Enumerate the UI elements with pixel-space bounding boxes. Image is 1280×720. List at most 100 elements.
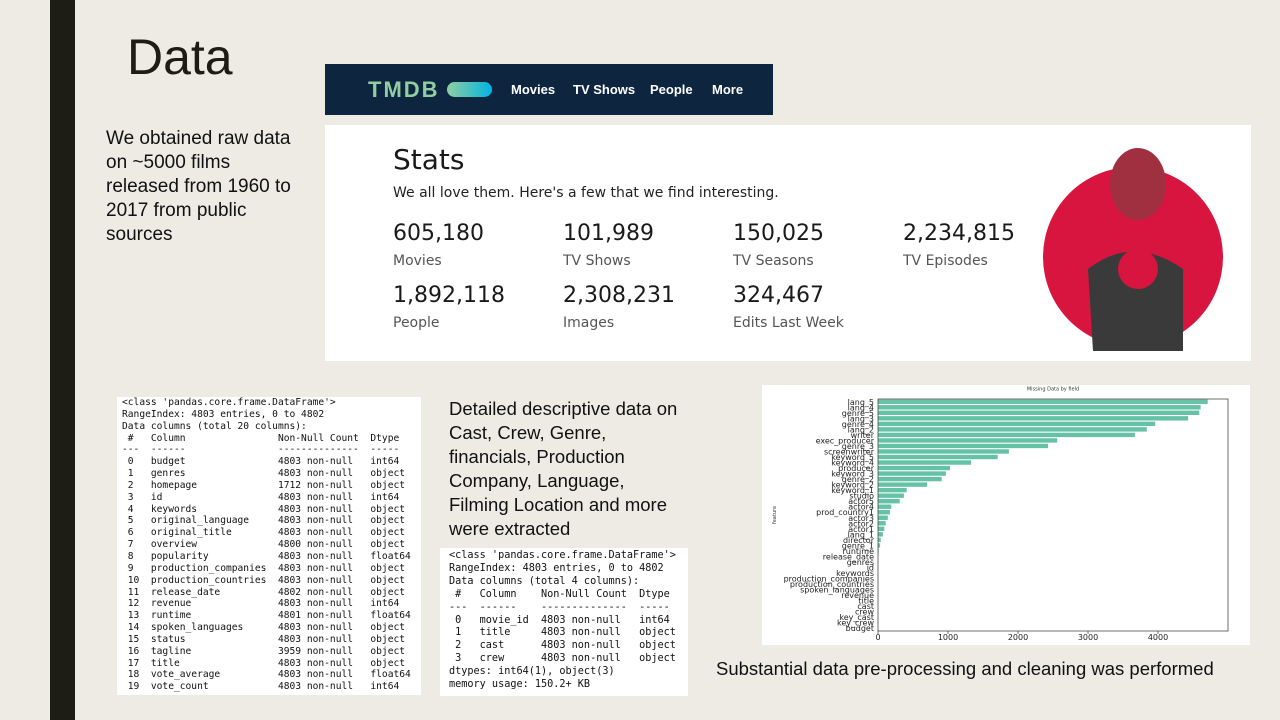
stats-title: Stats — [393, 143, 465, 176]
code-line: 5 original_language 4803 non-null object — [122, 515, 406, 527]
x-tick-label: 0 — [875, 633, 880, 642]
y-tick-label: key_cast — [839, 613, 874, 622]
bar — [878, 537, 881, 543]
code-line: # Column Non-Null Count Dtype — [449, 588, 670, 600]
nav-item[interactable]: Movies — [511, 82, 556, 97]
code-line: # Column Non-Null Count Dtype — [122, 432, 400, 444]
stat-label: TV Episodes — [903, 253, 988, 269]
bar — [878, 454, 998, 460]
y-tick-label: keyword_4 — [831, 459, 874, 468]
y-tick-label: lang_5 — [848, 398, 874, 407]
y-tick-label: crew — [855, 608, 874, 617]
y-tick-label: genre_1 — [842, 541, 874, 550]
code-line: RangeIndex: 4803 entries, 0 to 4802 — [122, 408, 325, 420]
stat-label: Images — [563, 315, 615, 331]
y-tick-label: director — [843, 536, 875, 545]
code-line: 12 revenue 4803 non-null int64 — [122, 598, 400, 610]
portrait — [1043, 148, 1223, 351]
code-line: RangeIndex: 4803 entries, 0 to 4802 — [449, 562, 664, 574]
code-line: --- ------ -------------- ----- — [449, 601, 670, 613]
y-axis-label: feature — [772, 506, 778, 524]
y-tick-label: title — [858, 597, 874, 606]
stats-subtitle: We all love them. Here's a few that we f… — [393, 185, 779, 201]
description-text: Detailed descriptive data on Cast, Crew,… — [449, 398, 678, 539]
code-line: 13 runtime 4801 non-null float64 — [122, 610, 411, 622]
y-tick-label: lang_3 — [848, 414, 874, 423]
nav-item[interactable]: People — [650, 82, 693, 97]
portrait-head — [1110, 148, 1166, 220]
tmdb-navbar: TMDB Movies TV Shows People More — [325, 64, 773, 115]
code-line: <class 'pandas.core.frame.DataFrame'> — [449, 550, 676, 561]
dataframe-info: <class 'pandas.core.frame.DataFrame'> Ran… — [117, 397, 421, 695]
sidebar-bar — [50, 0, 75, 720]
code-line: Data columns (total 4 columns): — [449, 575, 640, 587]
bar — [878, 504, 892, 509]
code-line: 4 keywords 4803 non-null object — [122, 503, 406, 515]
stat-value: 324,467 — [733, 283, 824, 308]
caption: Substantial data pre-processing and clea… — [716, 658, 1214, 679]
code-line: 6 original_title 4803 non-null object — [122, 527, 406, 539]
y-tick-label: production_companies — [784, 575, 874, 584]
bar — [878, 548, 879, 554]
y-tick-label: genre_2 — [842, 475, 874, 484]
dataframe-info-small: <class 'pandas.core.frame.DataFrame'> Ran… — [440, 548, 688, 696]
chart-title: Missing Data by field — [1027, 387, 1079, 393]
stat-label: Edits Last Week — [733, 315, 844, 331]
bar — [878, 476, 942, 482]
code-line: 8 popularity 4803 non-null float64 — [122, 550, 411, 562]
tmdb-logo-pill — [447, 82, 492, 97]
bar — [878, 526, 885, 532]
bar — [878, 410, 1200, 416]
y-tick-label: runtime — [842, 547, 874, 556]
bar — [878, 399, 1208, 404]
stat-value: 1,892,118 — [393, 283, 505, 308]
code-line: 19 vote_count 4803 non-null int64 — [122, 681, 400, 693]
code-line: 0 budget 4803 non-null int64 — [122, 456, 400, 468]
y-tick-label: genre_3 — [842, 442, 874, 451]
code-line: 2 homepage 1712 non-null object — [122, 479, 406, 491]
x-tick-label: 3000 — [1078, 633, 1098, 642]
y-tick-label: keywords — [836, 569, 874, 578]
nav-item[interactable]: More — [712, 82, 744, 97]
stat-value: 2,308,231 — [563, 283, 675, 308]
y-tick-label: exec_producer — [816, 436, 875, 445]
x-tick-label: 2000 — [1008, 633, 1028, 642]
y-tick-label: actor4 — [848, 503, 874, 512]
code-line: 3 crew 4803 non-null object — [449, 653, 676, 665]
bar — [878, 487, 907, 493]
code-line: <class 'pandas.core.frame.DataFrame'> — [122, 397, 336, 408]
y-tick-label: release_date — [823, 552, 874, 561]
bar — [878, 493, 904, 498]
bar — [878, 421, 1156, 427]
x-tick-label: 4000 — [1148, 633, 1168, 642]
slide-title: Data — [127, 29, 233, 85]
y-tick-label: cast — [857, 602, 874, 611]
code-line: memory usage: 150.2+ KB — [449, 679, 591, 691]
y-tick-label: lang_1 — [848, 530, 874, 539]
code-line: 11 release_date 4802 non-null object — [122, 586, 406, 598]
y-tick-label: genres — [847, 558, 874, 567]
stat-label: TV Seasons — [733, 253, 814, 269]
code-line: 16 tagline 3959 non-null object — [122, 645, 406, 657]
code-line: 18 vote_average 4803 non-null float64 — [122, 669, 411, 681]
bar — [878, 482, 927, 487]
y-tick-label: keyword_3 — [831, 470, 874, 479]
y-tick-label: budget — [846, 624, 874, 633]
stat-value: 150,025 — [733, 221, 824, 246]
stat-value: 2,234,815 — [903, 221, 1015, 246]
stat-label: TV Shows — [563, 253, 631, 269]
bar — [878, 432, 1135, 438]
y-tick-label: spoken_languages — [800, 586, 874, 595]
missing-data-chart: Missing Data by field feature 0 1000 2000 300… — [762, 385, 1250, 645]
bar — [878, 449, 1009, 454]
stats-panel: Stats We all love them. Here's a few tha… — [325, 125, 1251, 361]
nav-item[interactable]: TV Shows — [573, 82, 636, 97]
y-tick-label: producer — [838, 464, 875, 473]
bar — [878, 405, 1201, 410]
bar — [878, 443, 1049, 449]
bar — [878, 532, 883, 537]
code-line: 15 status 4803 non-null object — [122, 633, 406, 645]
code-line: 1 genres 4803 non-null object — [122, 468, 406, 480]
y-tick-label: lang_4 — [848, 403, 874, 412]
y-tick-label: genre_5 — [842, 409, 874, 418]
